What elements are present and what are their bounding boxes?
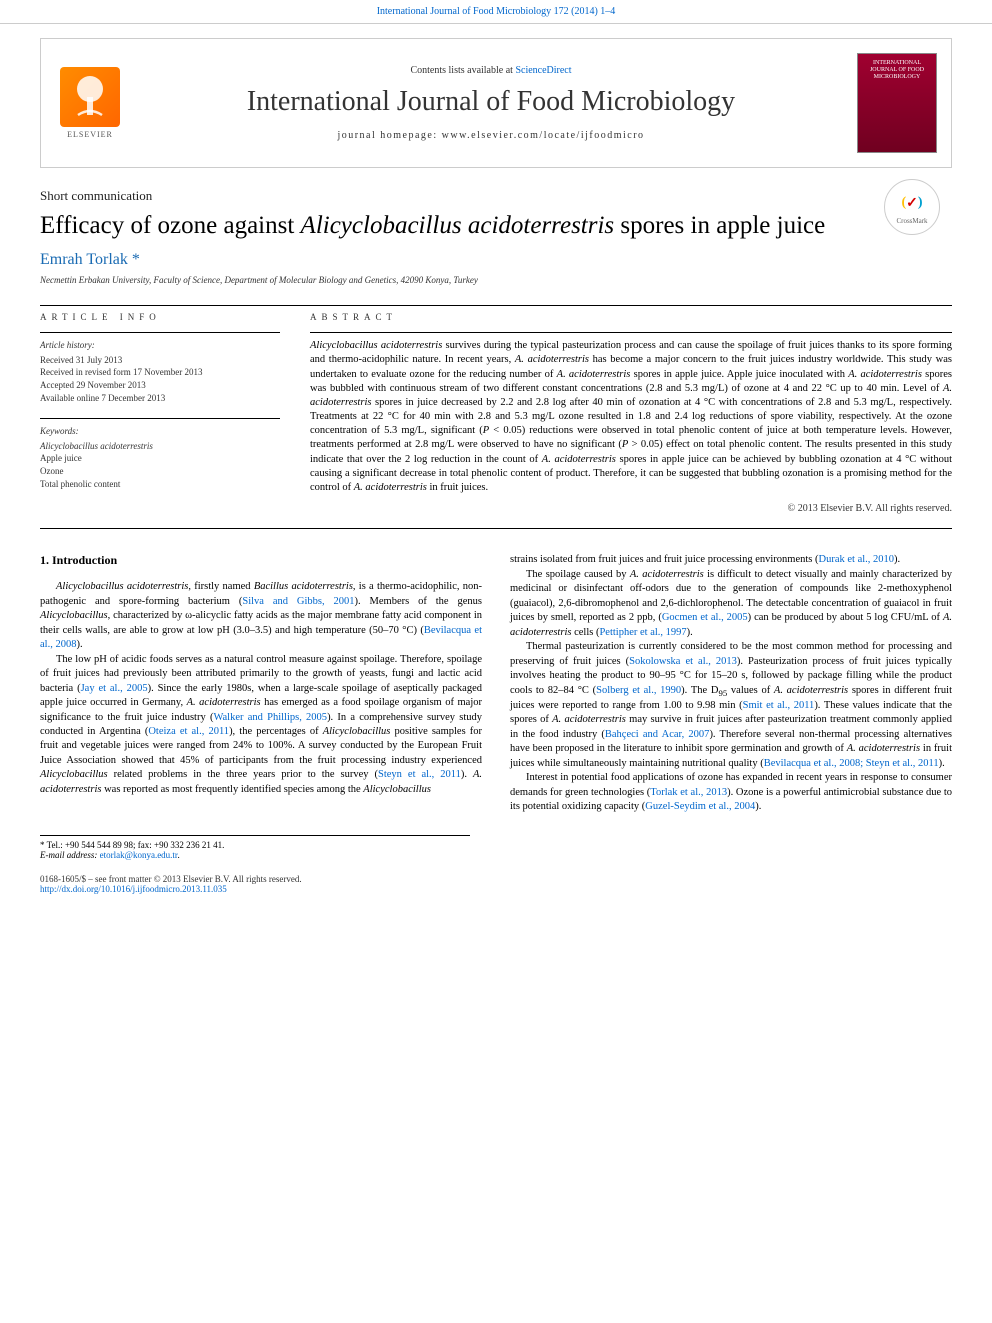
body-paragraph: Thermal pasteurization is currently cons… <box>510 640 952 771</box>
body-paragraph: Alicyclobacillus acidoterrestris, firstl… <box>40 580 482 652</box>
divider-abstract <box>310 332 952 333</box>
cover-title-line1: INTERNATIONAL <box>873 60 921 67</box>
divider-keywords <box>40 418 280 419</box>
history-item: Received 31 July 2013 <box>40 354 280 367</box>
divider-info <box>40 332 280 333</box>
body-column-left: 1. Introduction Alicyclobacillus acidote… <box>40 553 482 814</box>
divider-top <box>40 305 952 306</box>
elsevier-logo: ELSEVIER <box>55 63 125 143</box>
journal-citation-link[interactable]: International Journal of Food Microbiolo… <box>377 6 616 17</box>
sciencedirect-link[interactable]: ScienceDirect <box>515 65 571 76</box>
article-title: Efficacy of ozone against Alicyclobacill… <box>40 210 952 241</box>
cover-title-line2: JOURNAL OF FOOD <box>870 67 924 74</box>
history-item: Available online 7 December 2013 <box>40 392 280 405</box>
corresponding-marker[interactable]: * <box>132 251 140 268</box>
contents-prefix: Contents lists available at <box>410 65 515 76</box>
keyword-item: Total phenolic content <box>40 478 280 491</box>
keyword-item: Ozone <box>40 465 280 478</box>
journal-header: ELSEVIER Contents lists available at Sci… <box>40 38 952 168</box>
body-column-right: strains isolated from fruit juices and f… <box>510 553 952 814</box>
contents-lists-line: Contents lists available at ScienceDirec… <box>125 65 857 76</box>
keywords-heading: Keywords: <box>40 425 280 438</box>
footnote-email-line: E-mail address: etorlak@konya.edu.tr. <box>40 850 470 860</box>
crossmark-badge[interactable]: (✓) CrossMark <box>884 179 940 235</box>
abstract-copyright: © 2013 Elsevier B.V. All rights reserved… <box>310 503 952 514</box>
elsevier-wordmark: ELSEVIER <box>67 130 113 139</box>
cover-title-line3: MICROBIOLOGY <box>874 74 921 81</box>
author-email-link[interactable]: etorlak@konya.edu.tr <box>100 850 178 860</box>
author-name-link[interactable]: Emrah Torlak <box>40 251 128 268</box>
title-post: spores in apple juice <box>614 212 825 239</box>
elsevier-tree-icon <box>60 67 120 127</box>
page-footer: 0168-1605/$ – see front matter © 2013 El… <box>40 874 952 894</box>
keyword-species: Alicyclobacillus acidoterrestris <box>40 441 153 451</box>
abstract-column: abstract Alicyclobacillus acidoterrestri… <box>310 312 952 514</box>
body-paragraph: strains isolated from fruit juices and f… <box>510 553 952 567</box>
keyword-item: Alicyclobacillus acidoterrestris <box>40 440 280 453</box>
corresponding-author-footnote: * Tel.: +90 544 544 89 98; fax: +90 332 … <box>40 835 470 860</box>
body-paragraph: Interest in potential food applications … <box>510 771 952 814</box>
email-label: E-mail address: <box>40 850 97 860</box>
body-paragraph: The spoilage caused by A. acidoterrestri… <box>510 568 952 640</box>
body-columns: 1. Introduction Alicyclobacillus acidote… <box>40 553 952 814</box>
article-info-label: article info <box>40 312 280 322</box>
journal-cover-thumbnail: INTERNATIONAL JOURNAL OF FOOD MICROBIOLO… <box>857 53 937 153</box>
author-line: Emrah Torlak * <box>40 251 952 269</box>
crossmark-icon: (✓) <box>898 189 926 217</box>
keyword-item: Apple juice <box>40 452 280 465</box>
abstract-label: abstract <box>310 312 952 322</box>
journal-name: International Journal of Food Microbiolo… <box>125 86 857 118</box>
doi-link[interactable]: http://dx.doi.org/10.1016/j.ijfoodmicro.… <box>40 884 227 894</box>
abstract-text: Alicyclobacillus acidoterrestris survive… <box>310 339 952 495</box>
article-history-block: Article history: Received 31 July 2013 R… <box>40 339 280 404</box>
article-type: Short communication <box>40 188 952 204</box>
header-center: Contents lists available at ScienceDirec… <box>125 65 857 141</box>
article-header-area: Short communication Efficacy of ozone ag… <box>40 188 952 529</box>
front-matter-line: 0168-1605/$ – see front matter © 2013 El… <box>40 874 952 884</box>
history-item: Accepted 29 November 2013 <box>40 379 280 392</box>
history-heading: Article history: <box>40 339 280 352</box>
meta-abstract-row: article info Article history: Received 3… <box>40 312 952 514</box>
history-item: Received in revised form 17 November 201… <box>40 366 280 379</box>
journal-homepage: journal homepage: www.elsevier.com/locat… <box>125 130 857 141</box>
footnote-tel-fax: * Tel.: +90 544 544 89 98; fax: +90 332 … <box>40 840 470 850</box>
crossmark-label: CrossMark <box>896 217 927 225</box>
top-citation-bar: International Journal of Food Microbiolo… <box>0 0 992 24</box>
affiliation: Necmettin Erbakan University, Faculty of… <box>40 275 952 285</box>
title-pre: Efficacy of ozone against <box>40 212 301 239</box>
divider-bottom <box>40 528 952 529</box>
keywords-block: Keywords: Alicyclobacillus acidoterrestr… <box>40 425 280 490</box>
title-species: Alicyclobacillus acidoterrestris <box>301 212 615 239</box>
body-paragraph: The low pH of acidic foods serves as a n… <box>40 653 482 798</box>
section-1-heading: 1. Introduction <box>40 553 482 568</box>
article-info-column: article info Article history: Received 3… <box>40 312 280 514</box>
